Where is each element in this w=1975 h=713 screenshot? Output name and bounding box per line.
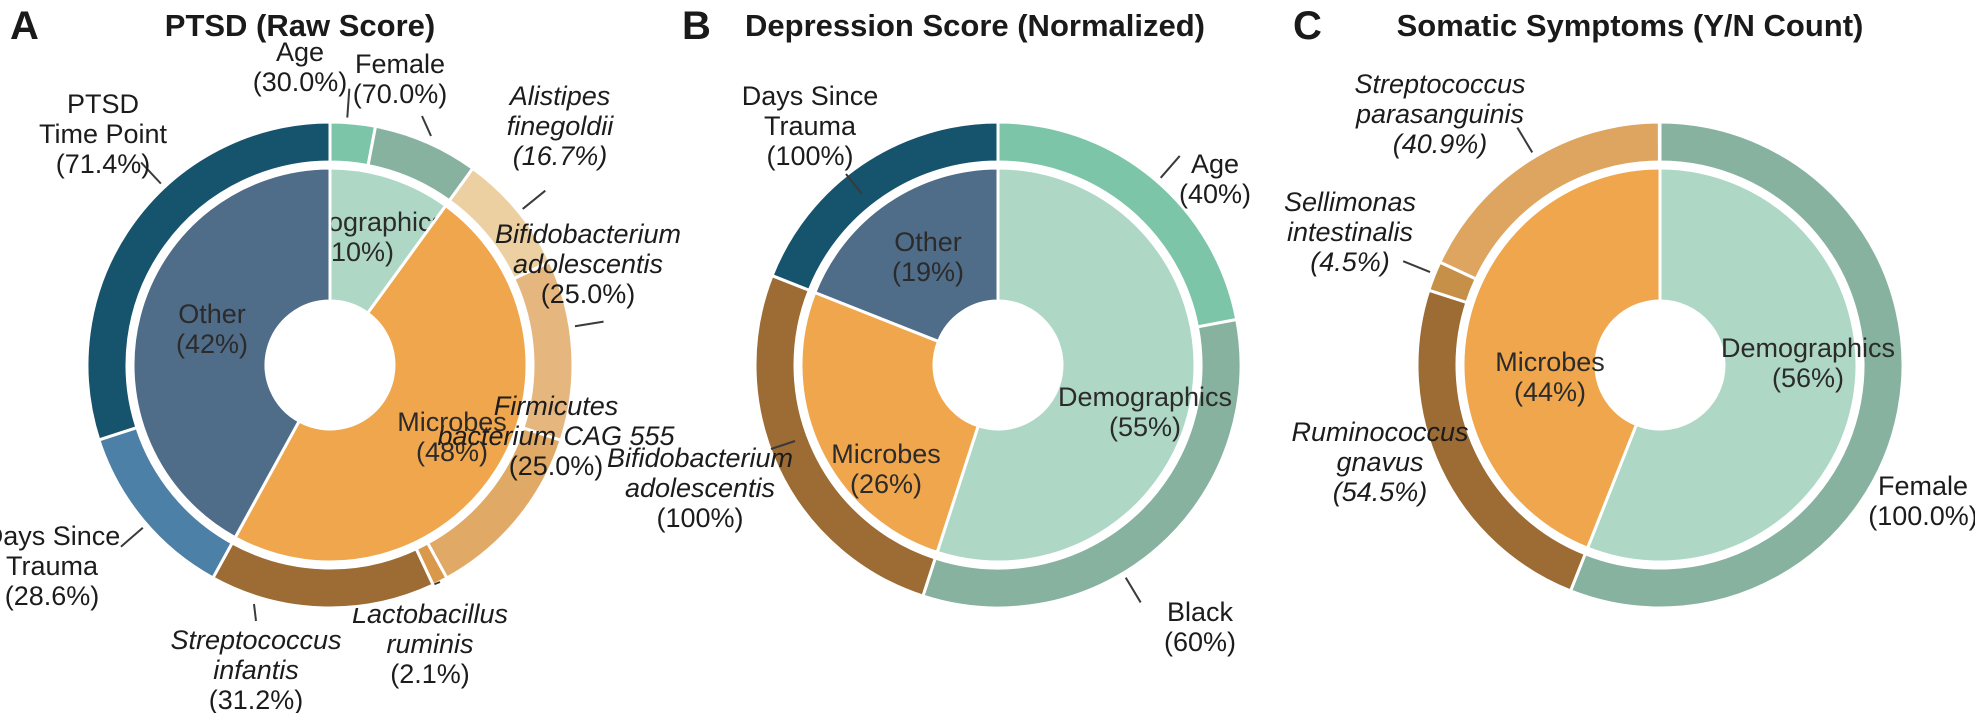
outer-label-line: Streptococcus: [170, 625, 341, 655]
inner-label-line: Demographics: [1058, 382, 1232, 412]
outer-label-line: (71.4%): [56, 149, 151, 179]
leader-tick: [574, 320, 604, 328]
inner-segment-microbes: [1461, 166, 1662, 550]
panel-letter-c: C: [1293, 4, 1322, 48]
inner-segment-microbes: [799, 290, 980, 554]
outer-label-line: Firmicutes: [494, 391, 619, 421]
outer-label-line: infantis: [213, 655, 299, 685]
panel-letter-a: A: [10, 4, 39, 48]
leader-tick: [845, 173, 863, 195]
outer-label-line: (30.0%): [253, 67, 348, 97]
outer-label-line: (40%): [1179, 179, 1251, 209]
inner-label-line: Other: [894, 227, 962, 257]
outer-label-line: (54.5%): [1333, 477, 1428, 507]
outer-label-line: (100.0%): [1868, 501, 1975, 531]
leader-tick: [770, 440, 796, 450]
panel-title-c: Somatic Symptoms (Y/N Count): [1396, 8, 1864, 43]
outer-label-line: Ruminococcus: [1291, 417, 1468, 447]
outer-label-line: adolescentis: [625, 473, 775, 503]
outer-label-line: Age: [1191, 149, 1239, 179]
inner-segment-other: [131, 166, 332, 540]
outer-label-line: (25.0%): [509, 451, 604, 481]
outer-label-line: (28.6%): [5, 581, 100, 611]
outer-label-line: (100%): [766, 141, 853, 171]
outer-label-line: (70.0%): [353, 79, 448, 109]
leader-tick: [120, 526, 144, 548]
outer-label-line: Female: [1878, 471, 1968, 501]
outer-label-line: bacterium CAG 555: [437, 421, 675, 451]
outer-label-line: Days Since: [742, 81, 879, 111]
outer-label-line: (25.0%): [541, 279, 636, 309]
outer-label-line: intestinalis: [1287, 217, 1413, 247]
panel-title-a: PTSD (Raw Score): [164, 8, 436, 43]
outer-label-line: Days Since: [0, 521, 120, 551]
inner-segment-other: [813, 166, 1000, 343]
outer-segment-female: [1569, 120, 1905, 610]
leader-tick: [140, 161, 162, 185]
outer-label-line: Trauma: [6, 551, 99, 581]
outer-label-line: ruminis: [386, 629, 473, 659]
outer-label-line: (31.2%): [209, 685, 304, 713]
leader-tick: [1516, 127, 1534, 153]
inner-label-line: (48%): [416, 437, 488, 467]
outer-label-line: (100%): [656, 503, 743, 533]
inner-label-line: Microbes: [1495, 347, 1605, 377]
inner-label-line: Other: [178, 299, 246, 329]
inner-label-line: (26%): [850, 469, 922, 499]
outer-segment-days-since-trauma: [770, 120, 1000, 292]
outer-label-line: Bifidobacterium: [495, 219, 681, 249]
leader-tick: [1402, 260, 1431, 274]
leader-tick: [522, 189, 546, 210]
outer-label-line: PTSD: [67, 89, 139, 119]
inner-label-line: (19%): [892, 257, 964, 287]
inner-segment-microbes: [233, 204, 529, 564]
outer-label-line: (2.1%): [390, 659, 470, 689]
outer-segment-streptococcus-parasanguinis: [1438, 120, 1661, 281]
donut-chart-b: Age(40%) Black(60%) Demographics(55%) Bifid…: [607, 81, 1251, 657]
outer-label-line: adolescentis: [513, 249, 663, 279]
inner-label-line: Microbes: [831, 439, 941, 469]
outer-label-line: (40.9%): [1393, 129, 1488, 159]
outer-label-line: Alistipes: [508, 81, 611, 111]
donut-chart-a: Age(30.0%)Female(70.0%)Demographics(10%)…: [0, 37, 681, 713]
outer-label-line: Black: [1167, 597, 1234, 627]
outer-label-line: (4.5%): [1310, 247, 1390, 277]
panel-title-b: Depression Score (Normalized): [745, 8, 1205, 43]
donut-chart-c: Female(100.0%) Demographics(56%) Ruminococ…: [1284, 69, 1975, 610]
outer-label-line: parasanguinis: [1355, 99, 1524, 129]
outer-label-line: Female: [355, 49, 445, 79]
inner-segment-demographics: [935, 166, 1197, 564]
inner-label-line: (44%): [1514, 377, 1586, 407]
outer-label-line: Age: [276, 37, 324, 67]
inner-segment-demographics: [1585, 166, 1859, 564]
inner-label-line: (10%): [322, 237, 394, 267]
inner-label-line: (55%): [1109, 412, 1181, 442]
outer-label-line: (16.7%): [513, 141, 608, 171]
outer-label-line: gnavus: [1336, 447, 1423, 477]
inner-label-line: Microbes: [397, 407, 507, 437]
outer-label-line: Time Point: [39, 119, 168, 149]
outer-segment-ptsd-time-point: [85, 120, 332, 442]
outer-label-line: Trauma: [764, 111, 857, 141]
panel-letter-b: B: [682, 4, 711, 48]
leader-tick: [1124, 577, 1142, 603]
outer-label-line: Bifidobacterium: [607, 443, 793, 473]
outer-label-line: Sellimonas: [1284, 187, 1416, 217]
leader-tick: [253, 603, 257, 622]
inner-label-line: (42%): [176, 329, 248, 359]
leader-tick: [421, 115, 432, 137]
leader-tick: [346, 88, 351, 118]
outer-label-line: Streptococcus: [1354, 69, 1525, 99]
leader-tick: [1159, 155, 1181, 179]
outer-label-line: finegoldii: [507, 111, 615, 141]
inner-label-line: Demographics: [1721, 333, 1895, 363]
inner-label-line: (56%): [1772, 363, 1844, 393]
outer-label-line: (60%): [1164, 627, 1236, 657]
